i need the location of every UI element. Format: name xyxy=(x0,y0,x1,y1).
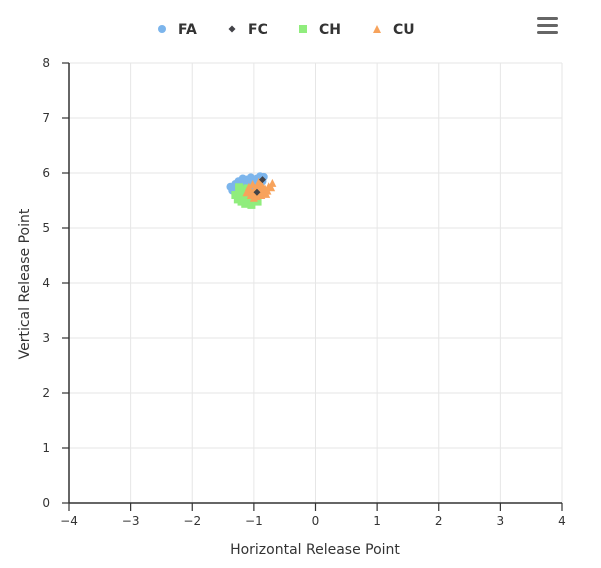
y-tick-label: 1 xyxy=(42,441,50,455)
legend-label: CH xyxy=(319,22,341,38)
point-ch xyxy=(231,191,240,199)
legend-label: FA xyxy=(178,22,197,38)
x-tick-label: −2 xyxy=(183,514,201,528)
point-ch xyxy=(235,183,244,192)
point-fc xyxy=(259,176,267,184)
y-tick-label: 7 xyxy=(42,111,50,125)
point-cu xyxy=(257,180,266,188)
x-tick-label: 3 xyxy=(497,514,505,528)
grid xyxy=(68,62,563,504)
y-tick-label: 4 xyxy=(42,276,50,290)
x-tick-label: 0 xyxy=(312,514,320,528)
legend-square-icon xyxy=(299,25,307,33)
legend-item-fa[interactable]: FA xyxy=(158,22,197,38)
point-ch xyxy=(247,200,256,209)
series-fc xyxy=(253,176,267,196)
data-points xyxy=(226,172,277,209)
legend-diamond-icon xyxy=(228,25,236,33)
legend-item-cu[interactable]: CU xyxy=(373,22,415,38)
y-tick-label: 2 xyxy=(42,386,50,400)
x-tick-label: −1 xyxy=(245,514,263,528)
point-fc xyxy=(253,188,261,196)
x-axis-title: Horizontal Release Point xyxy=(230,542,400,558)
legend-item-fc[interactable]: FC xyxy=(228,22,268,38)
point-cu xyxy=(242,188,251,197)
x-tick-label: −4 xyxy=(60,514,78,528)
point-cu xyxy=(268,178,277,187)
legend-triangle-icon xyxy=(373,25,381,33)
y-tick-label: 5 xyxy=(42,221,50,235)
y-tick-label: 0 xyxy=(42,496,50,510)
y-tick-label: 8 xyxy=(42,56,50,70)
point-cu xyxy=(267,183,276,192)
hamburger-menu-icon[interactable] xyxy=(534,14,562,40)
legend-label: FC xyxy=(248,22,268,38)
y-axis-ticks: 0 1 2 3 4 5 6 7 8 xyxy=(42,56,69,510)
legend-label: CU xyxy=(393,22,415,38)
x-axis-ticks: −4 −3 −2 −1 0 1 2 3 4 xyxy=(60,503,566,528)
x-tick-label: 4 xyxy=(558,514,566,528)
y-tick-label: 3 xyxy=(42,331,50,345)
x-tick-label: 2 xyxy=(435,514,443,528)
point-cu xyxy=(249,193,258,202)
legend-item-ch[interactable]: CH xyxy=(299,22,341,38)
point-cu xyxy=(263,186,272,195)
x-tick-label: −3 xyxy=(122,514,140,528)
legend[interactable]: FA FC CH CU xyxy=(158,22,415,38)
legend-circle-icon xyxy=(158,25,166,33)
x-tick-label: 1 xyxy=(373,514,381,528)
y-axis-title: Vertical Release Point xyxy=(17,208,33,359)
y-tick-label: 6 xyxy=(42,166,50,180)
point-cu xyxy=(247,188,256,197)
